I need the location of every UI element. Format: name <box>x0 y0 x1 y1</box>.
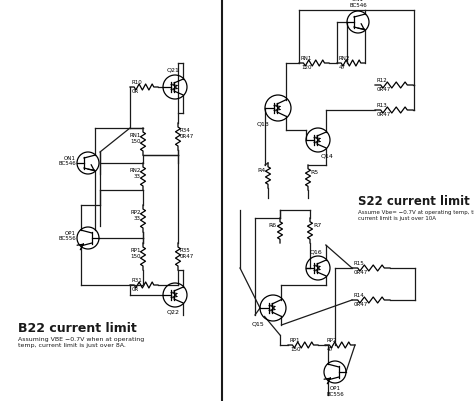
Text: 0R: 0R <box>132 89 139 94</box>
Text: 0R47: 0R47 <box>354 302 368 307</box>
Text: OP1
BC556: OP1 BC556 <box>326 386 344 397</box>
Text: R14: R14 <box>354 293 365 298</box>
Text: Q21: Q21 <box>166 68 180 73</box>
Text: ON1
BC546: ON1 BC546 <box>349 0 367 8</box>
Text: Q22: Q22 <box>166 309 180 314</box>
Text: 150: 150 <box>290 347 301 352</box>
Text: R31: R31 <box>132 278 143 283</box>
Text: Assuming VBE −0.7V when at operating
temp, current limit is just over 8A.: Assuming VBE −0.7V when at operating tem… <box>18 337 144 348</box>
Text: RN1
150: RN1 150 <box>129 133 141 144</box>
Text: Q15: Q15 <box>252 322 264 327</box>
Text: Q14: Q14 <box>321 154 334 159</box>
Text: R6: R6 <box>269 223 277 228</box>
Text: R5: R5 <box>310 170 318 175</box>
Text: RN2: RN2 <box>339 56 350 61</box>
Text: RP1
150: RP1 150 <box>130 248 141 259</box>
Text: 47: 47 <box>327 347 334 352</box>
Text: R15: R15 <box>354 261 365 266</box>
Text: R10: R10 <box>132 80 143 85</box>
Text: Assume Vbe= −0.7V at operating temp, the
current limit is just over 10A: Assume Vbe= −0.7V at operating temp, the… <box>358 210 474 221</box>
Text: RP2
33: RP2 33 <box>130 210 141 221</box>
Text: 120: 120 <box>301 65 311 70</box>
Text: 0R47: 0R47 <box>377 87 391 92</box>
Text: RP2: RP2 <box>327 338 337 343</box>
Text: 0R47: 0R47 <box>354 270 368 275</box>
Text: RN1: RN1 <box>301 56 312 61</box>
Text: ON1
BC546: ON1 BC546 <box>58 156 76 166</box>
Text: 0R47: 0R47 <box>377 112 391 117</box>
Text: RN2
33: RN2 33 <box>129 168 141 179</box>
Text: Q13: Q13 <box>256 122 269 127</box>
Text: RP1: RP1 <box>290 338 301 343</box>
Text: R34
0R47: R34 0R47 <box>180 128 194 139</box>
Text: B22 current limit: B22 current limit <box>18 322 137 335</box>
Text: R12: R12 <box>377 78 388 83</box>
Text: 0R: 0R <box>132 287 139 292</box>
Text: OP1
BC556: OP1 BC556 <box>58 231 76 241</box>
Text: R13: R13 <box>377 103 388 108</box>
Text: S22 current limit: S22 current limit <box>358 195 470 208</box>
Text: R35
0R47: R35 0R47 <box>180 248 194 259</box>
Text: R7: R7 <box>313 223 321 228</box>
Text: R4: R4 <box>258 168 266 173</box>
Text: Q16: Q16 <box>310 249 322 254</box>
Text: 47: 47 <box>339 65 346 70</box>
